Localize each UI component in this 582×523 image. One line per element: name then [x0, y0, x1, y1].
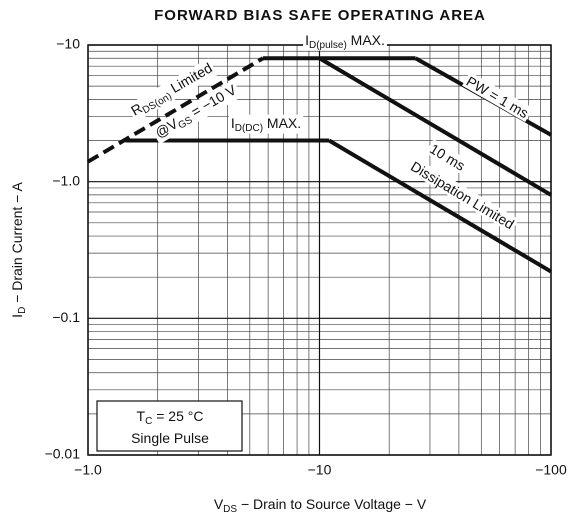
annotation: PW = 1 ms: [464, 73, 532, 121]
text-part: PW = 1 ms: [464, 73, 532, 121]
text-part: I: [231, 115, 235, 131]
annotation: ID(DC) MAX.: [231, 115, 301, 134]
series-line: [318, 56, 553, 197]
annotation-bg: [303, 31, 387, 51]
annotation-bg: [425, 139, 470, 175]
chart-title: FORWARD BIAS SAFE OPERATING AREA: [154, 7, 486, 24]
series-line: [86, 56, 265, 164]
x-tick-label: −100: [535, 462, 567, 478]
text-part: D(pulse): [309, 40, 347, 51]
text-part: T: [137, 408, 146, 424]
note-box: [96, 400, 243, 452]
y-tick-label: −0.01: [45, 446, 81, 462]
text-part: I: [9, 314, 25, 318]
text-part: V: [214, 496, 224, 512]
annotation: TC = 25 °C: [137, 408, 204, 427]
text-part: Single Pulse: [131, 430, 209, 446]
annotation: Single Pulse: [131, 430, 209, 446]
y-tick-label: −10: [56, 36, 80, 52]
x-tick-label: −10: [308, 462, 332, 478]
text-part: − Drain Current − A: [9, 182, 25, 307]
annotation-bg: [406, 156, 519, 234]
annotation-bg: [228, 114, 304, 134]
x-tick-label: −1.0: [74, 462, 102, 478]
series-line: [328, 138, 553, 274]
text-part: C: [145, 416, 152, 427]
annotation: ID(pulse) MAX.: [305, 32, 385, 51]
text-part: MAX.: [347, 32, 385, 48]
text-part: D(DC): [235, 123, 263, 134]
y-tick-label: −0.1: [52, 309, 80, 325]
text-part: I: [305, 32, 309, 48]
text-part: MAX.: [263, 115, 301, 131]
text-part: D: [17, 307, 28, 314]
text-part: DS: [223, 504, 237, 515]
text-part: − Drain to Source Voltage − V: [237, 496, 427, 512]
text-part: = 25 °C: [152, 408, 203, 424]
annotation-bg: [150, 79, 243, 145]
x-axis-label: VDS − Drain to Source Voltage − V: [214, 496, 427, 515]
y-axis-label: ID − Drain Current − A: [9, 182, 28, 318]
annotation-bg: [462, 71, 534, 123]
annotation-bg: [126, 58, 218, 123]
y-tick-label: −1.0: [52, 172, 80, 188]
